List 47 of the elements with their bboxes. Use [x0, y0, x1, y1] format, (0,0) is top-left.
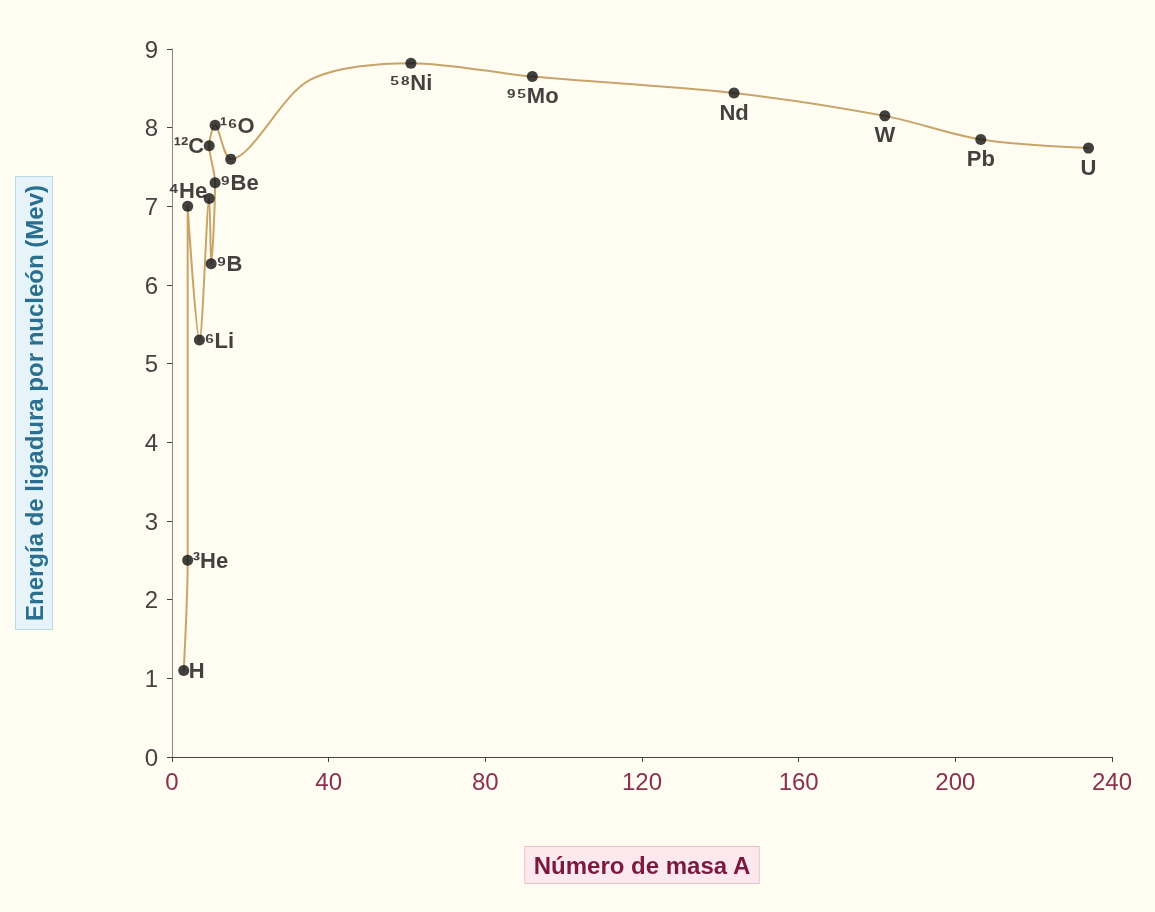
point — [1083, 142, 1094, 154]
y-tick-label: 3 — [144, 507, 158, 535]
annotation: ¹⁶O — [220, 112, 255, 138]
x-tick-label: 0 — [165, 767, 179, 795]
annotation: ⁶Li — [204, 327, 235, 353]
point — [182, 554, 194, 566]
annotation: U — [1080, 154, 1097, 180]
point — [209, 177, 221, 189]
annotation: W — [874, 122, 896, 148]
annotation: ⁵⁸Ni — [389, 69, 433, 95]
y-tick-label: 2 — [144, 586, 158, 614]
point — [728, 87, 740, 99]
point — [526, 71, 538, 83]
y-tick-label: 8 — [144, 114, 158, 142]
point — [209, 119, 221, 131]
y-tick-label: 0 — [144, 743, 158, 771]
annotation: ⁹⁵Mo — [506, 83, 559, 109]
point — [178, 664, 190, 676]
point — [879, 110, 891, 122]
point — [225, 153, 237, 165]
x-tick-label: 240 — [1091, 767, 1133, 795]
y-tick-label: 5 — [144, 350, 158, 378]
point — [205, 258, 217, 270]
annotation: ³He — [192, 547, 229, 573]
y-tick-label: 7 — [144, 192, 158, 220]
x-axis-title: Número de masa A — [533, 851, 751, 879]
x-tick-label: 80 — [471, 767, 499, 795]
y-tick-label: 6 — [144, 271, 158, 299]
point — [193, 334, 205, 346]
point — [975, 133, 987, 145]
x-tick-label: 200 — [935, 767, 976, 795]
x-tick-label: 160 — [778, 767, 819, 795]
x-tick-label: 120 — [621, 767, 663, 795]
annotation: Nd — [719, 99, 749, 125]
point — [182, 200, 194, 212]
y-tick-label: 4 — [144, 428, 158, 456]
annotation: ⁹Be — [220, 170, 259, 196]
point — [203, 140, 215, 152]
annotation: H — [188, 657, 205, 683]
y-tick-label: 9 — [144, 35, 158, 63]
y-axis-title: Energía de ligadura por nucleón (Mev) — [20, 184, 48, 622]
annotation: ¹²C — [173, 133, 205, 159]
y-tick-label: 1 — [144, 664, 158, 692]
x-tick-label: 40 — [315, 767, 343, 795]
annotation: ⁹B — [216, 251, 243, 277]
point — [405, 57, 417, 69]
annotation: Pb — [966, 145, 995, 171]
